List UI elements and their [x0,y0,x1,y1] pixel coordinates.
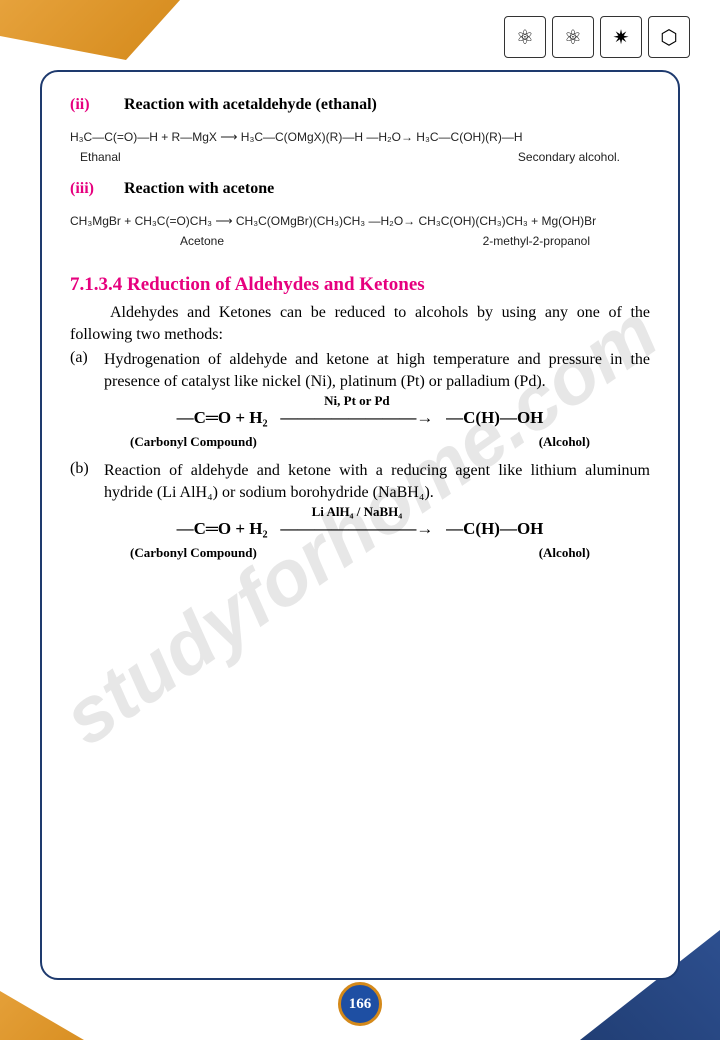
eq-a-label-right: (Alcohol) [539,434,590,450]
arrow-icon: ————————→ [280,408,433,427]
sub-a-label: (a) [70,349,104,392]
scheme-ii-equation: H₃C—C(=O)—H + R—MgX ⟶ H₃C—C(OMgX)(R)—H —… [70,128,650,146]
eq-a-label-left: (Carbonyl Compound) [130,434,257,450]
section-title: Reduction of Aldehydes and Ketones [127,274,425,295]
star-icon: ✷ [600,16,642,58]
eq-b-label-right: (Alcohol) [539,545,590,561]
scheme-ii-caption-left: Ethanal [80,148,121,166]
corner-decoration-top-left [0,0,180,60]
atom-icon: ⚛ [552,16,594,58]
page-frame: studyforhome.com (ii) Reaction with acet… [40,70,680,980]
item-iii-label: (iii) [70,180,120,198]
scheme-iii-caption-right: 2-methyl-2-propanol [483,232,590,250]
scheme-iii-equation: CH₃MgBr + CH₃C(=O)CH₃ ⟶ CH₃C(OMgBr)(CH₃)… [70,212,650,230]
sub-a-text: Hydrogenation of aldehyde and ketone at … [104,349,650,392]
sub-b-text: Reaction of aldehyde and ketone with a r… [104,460,650,503]
sub-item-a: (a) Hydrogenation of aldehyde and ketone… [70,349,650,392]
header-icon-row: ⚛ ⚛ ✷ ⬡ [504,16,690,58]
corner-decoration-bottom-left [0,970,140,1040]
chain-icon: ⬡ [648,16,690,58]
eq-a-left: —C═O + H₂ [177,408,268,427]
eq-a-condition: Ni, Pt or Pd [324,392,389,410]
item-ii-title: Reaction with acetaldehyde (ethanal) [124,96,377,113]
scheme-iii-caption-left: Acetone [180,232,224,250]
item-ii-label: (ii) [70,96,120,114]
eq-b-labels: (Carbonyl Compound) (Alcohol) [70,545,650,571]
eq-b-condition: Li AlH₄ / NaBH₄ [312,503,403,521]
page-number-badge: 166 [338,982,382,1026]
equation-a: —C═O + H₂ Ni, Pt or Pd ————————→ —C(H)—O… [70,396,650,434]
eq-b-right: —C(H)—OH [446,519,543,538]
eq-b-left: —C═O + H₂ [177,519,268,538]
section-number: 7.1.3.4 [70,274,122,295]
scheme-iii: CH₃MgBr + CH₃C(=O)CH₃ ⟶ CH₃C(OMgBr)(CH₃)… [70,204,650,264]
intro-text: Aldehydes and Ketones can be reduced to … [70,302,650,345]
sub-b-label: (b) [70,460,104,503]
item-iii-title: Reaction with acetone [124,180,274,197]
section-heading: 7.1.3.4 Reduction of Aldehydes and Keton… [70,274,650,296]
item-ii-heading: (ii) Reaction with acetaldehyde (ethanal… [70,96,650,114]
sub-item-b: (b) Reaction of aldehyde and ketone with… [70,460,650,503]
scheme-ii-caption-right: Secondary alcohol. [518,148,620,166]
eq-b-label-left: (Carbonyl Compound) [130,545,257,561]
page-content: (ii) Reaction with acetaldehyde (ethanal… [70,96,650,571]
molecule-icon: ⚛ [504,16,546,58]
eq-a-right: —C(H)—OH [446,408,543,427]
eq-a-labels: (Carbonyl Compound) (Alcohol) [70,434,650,460]
arrow-icon: ————————→ [280,519,433,538]
item-iii-heading: (iii) Reaction with acetone [70,180,650,198]
equation-b: —C═O + H₂ Li AlH₄ / NaBH₄ ————————→ —C(H… [70,507,650,545]
scheme-ii: H₃C—C(=O)—H + R—MgX ⟶ H₃C—C(OMgX)(R)—H —… [70,120,650,180]
